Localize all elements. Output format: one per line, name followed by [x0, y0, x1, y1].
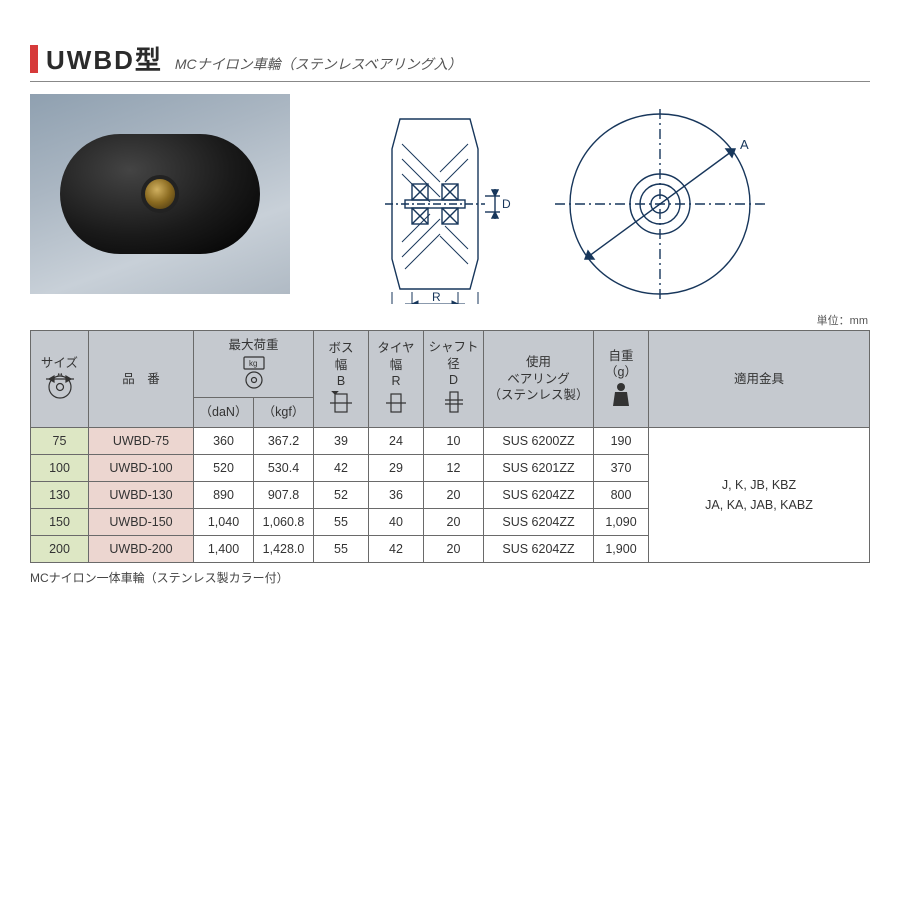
cell-bearing: SUS 6201ZZ [484, 454, 594, 481]
figures-row: D R B [30, 94, 870, 304]
hdr-shaft: シャフト 径 D [428, 340, 478, 387]
cell-tire: 36 [369, 481, 424, 508]
hdr-part: 品 番 [122, 372, 160, 386]
cell-part: UWBD-100 [89, 454, 194, 481]
cell-fitting: J, K, JB, KBZ JA, KA, JAB, KABZ [649, 427, 870, 562]
product-photo [30, 94, 290, 294]
cell-boss: 42 [314, 454, 369, 481]
cell-shaft: 20 [424, 481, 484, 508]
hdr-bearing: 使用 ベアリング （ステンレス製） [488, 355, 588, 402]
cell-dan: 360 [194, 427, 254, 454]
cell-size: 200 [31, 535, 89, 562]
cell-tire: 42 [369, 535, 424, 562]
cell-shaft: 12 [424, 454, 484, 481]
cell-kgf: 367.2 [254, 427, 314, 454]
wheel-hub [141, 175, 179, 213]
cell-dan: 890 [194, 481, 254, 508]
section-diagram: D R B [350, 104, 520, 304]
cell-tire: 40 [369, 508, 424, 535]
cell-kgf: 907.8 [254, 481, 314, 508]
spec-table: サイズ A 品 番 最大荷重 k [30, 330, 870, 563]
cell-kgf: 1,060.8 [254, 508, 314, 535]
cell-shaft: 20 [424, 508, 484, 535]
wheel-graphic [60, 134, 260, 254]
cell-bearing: SUS 6204ZZ [484, 535, 594, 562]
svg-text:kg: kg [249, 359, 257, 368]
cell-tire: 29 [369, 454, 424, 481]
table-row: 75UWBD-75360367.2392410SUS 6200ZZ190J, K… [31, 427, 870, 454]
hdr-dan: （daN） [200, 405, 248, 419]
model-subtitle: MCナイロン車輪（ステンレスベアリング入） [175, 54, 462, 74]
hdr-weight: 自重 （g） [605, 349, 637, 379]
unit-note: 単位：mm [30, 312, 868, 328]
cell-bearing: SUS 6200ZZ [484, 427, 594, 454]
cell-size: 130 [31, 481, 89, 508]
hdr-fitting: 適用金具 [734, 372, 784, 386]
cell-weight: 800 [594, 481, 649, 508]
cell-shaft: 20 [424, 535, 484, 562]
dim-r-label: R [432, 290, 441, 304]
cell-boss: 55 [314, 508, 369, 535]
cell-part: UWBD-200 [89, 535, 194, 562]
title-row: UWBD型 MCナイロン車輪（ステンレスベアリング入） [30, 40, 870, 82]
weight-icon [610, 382, 632, 408]
cell-boss: 52 [314, 481, 369, 508]
size-icon: A [43, 373, 77, 401]
tire-icon [381, 391, 411, 415]
cell-boss: 39 [314, 427, 369, 454]
load-icon: kg [234, 355, 274, 389]
cell-kgf: 530.4 [254, 454, 314, 481]
cell-weight: 370 [594, 454, 649, 481]
cell-bearing: SUS 6204ZZ [484, 481, 594, 508]
hdr-size: サイズ [41, 356, 78, 370]
hdr-tire: タイヤ 幅 R [377, 341, 414, 388]
cell-size: 150 [31, 508, 89, 535]
boss-icon [326, 391, 356, 415]
svg-text:A: A [57, 373, 63, 379]
cell-tire: 24 [369, 427, 424, 454]
model-title: UWBD型 [46, 40, 163, 77]
footer-note: MCナイロン一体車輪（ステンレス製カラー付） [30, 569, 870, 586]
hdr-boss: ボス 幅 B [328, 341, 353, 388]
cell-part: UWBD-150 [89, 508, 194, 535]
cell-dan: 520 [194, 454, 254, 481]
title-accent-bar [30, 45, 38, 73]
front-diagram: A [550, 104, 770, 304]
cell-kgf: 1,428.0 [254, 535, 314, 562]
hdr-kgf: （kgf） [263, 405, 305, 419]
dim-d-label: D [502, 197, 511, 211]
shaft-icon [439, 390, 469, 416]
cell-part: UWBD-130 [89, 481, 194, 508]
hdr-maxload: 最大荷重 [228, 338, 278, 352]
cell-shaft: 10 [424, 427, 484, 454]
cell-boss: 55 [314, 535, 369, 562]
cell-bearing: SUS 6204ZZ [484, 508, 594, 535]
cell-weight: 1,090 [594, 508, 649, 535]
cell-dan: 1,040 [194, 508, 254, 535]
technical-diagrams: D R B [350, 94, 870, 304]
dim-a-label: A [740, 137, 749, 152]
cell-dan: 1,400 [194, 535, 254, 562]
cell-size: 100 [31, 454, 89, 481]
cell-weight: 190 [594, 427, 649, 454]
cell-size: 75 [31, 427, 89, 454]
cell-part: UWBD-75 [89, 427, 194, 454]
cell-weight: 1,900 [594, 535, 649, 562]
